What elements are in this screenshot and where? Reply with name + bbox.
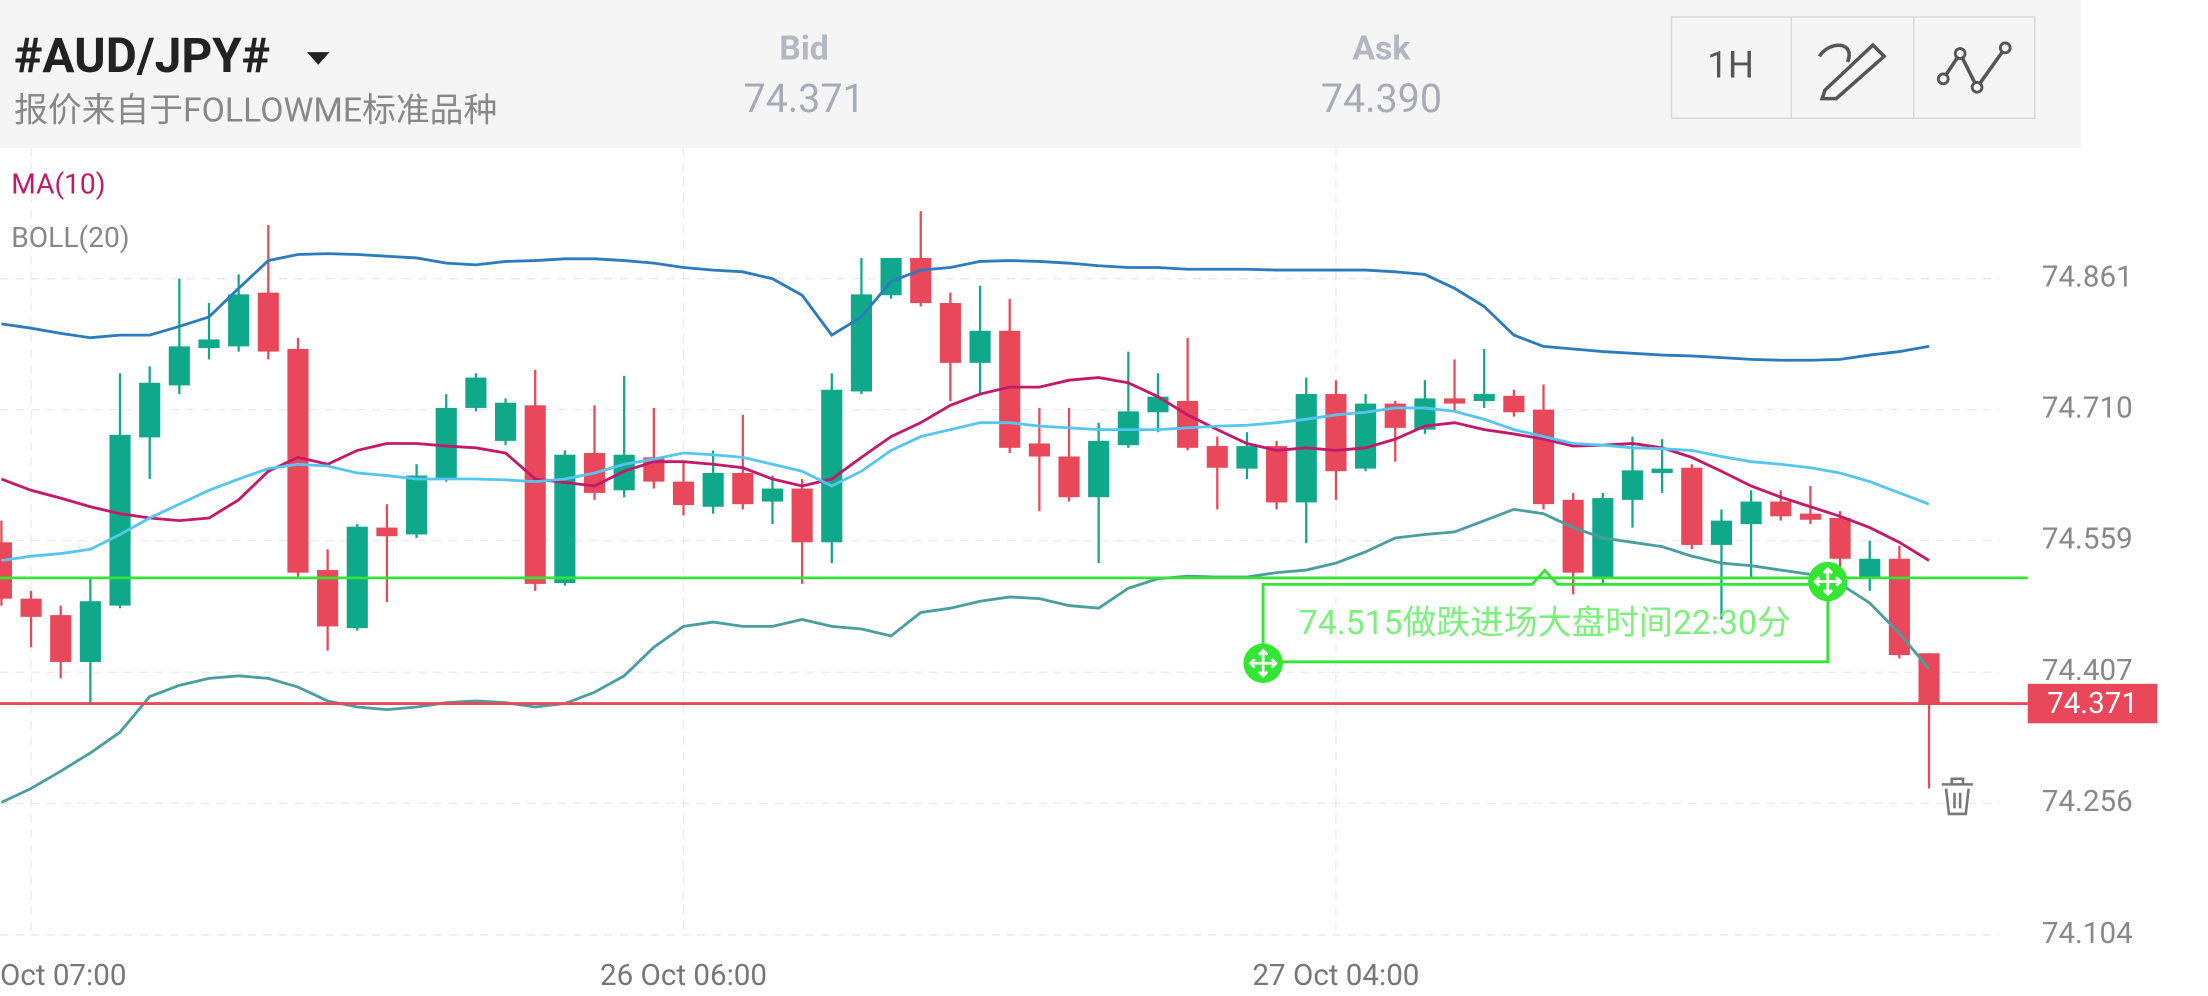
boll-line	[1, 406, 1930, 562]
draw-button[interactable]	[1817, 42, 1887, 101]
candle-body	[406, 475, 428, 535]
drag-arrows	[1248, 648, 1278, 678]
candle-body	[1770, 501, 1792, 517]
candle-body	[494, 402, 517, 441]
x-tick-label: 26 Oct 06:00	[600, 959, 767, 993]
candle-body	[1443, 398, 1466, 404]
ask-label: Ask	[1352, 30, 1411, 69]
trash-icon[interactable]	[1941, 777, 1973, 816]
x-tick-label: 27 Oct 04:00	[1252, 959, 1419, 993]
toolbar: 1H	[1670, 16, 2036, 119]
y-tick-label: 74.256	[2042, 785, 2133, 819]
annotation-box	[1261, 568, 1830, 664]
candle-body	[910, 257, 932, 304]
candle-body	[50, 615, 72, 662]
legend-label: MA(10)	[11, 167, 105, 200]
dropdown-arrow[interactable]	[306, 52, 330, 65]
last-price-label: 74.371	[2047, 687, 2138, 721]
boll-line	[1, 252, 1930, 362]
candle-body	[732, 472, 754, 505]
candle-body	[435, 407, 457, 480]
plot: 74.104 74.256 74.407 74.559 74.710 74.861 Oct …	[0, 147, 2158, 993]
candle-body	[228, 294, 250, 347]
candle-body	[109, 434, 131, 606]
candle-body	[1651, 468, 1673, 473]
candle-body	[1681, 467, 1703, 545]
source: 报价来自于FOLLOWME标准品种	[14, 92, 497, 131]
icon-dot	[1970, 80, 1984, 94]
candle-body	[1088, 440, 1110, 498]
candle-body	[376, 527, 398, 537]
annotation-text: 74.515做跌进场大盘时间22:30分	[1299, 604, 1791, 643]
candle-body	[257, 292, 279, 352]
candle-body	[1236, 446, 1258, 469]
ask-value: 74.390	[1321, 75, 1442, 122]
candle-body	[1147, 396, 1169, 413]
y-tick-label: 74.104	[2042, 917, 2133, 951]
candle-body	[1888, 558, 1910, 656]
last-price-tag	[2027, 683, 2158, 724]
bid-label: Bid	[779, 30, 829, 69]
candle-body	[999, 330, 1021, 448]
candle-body	[287, 348, 309, 573]
candle-body	[821, 389, 843, 543]
candle-body	[1562, 499, 1584, 573]
candle-body	[168, 346, 190, 386]
candle-body	[1206, 446, 1228, 468]
candle-body	[1028, 443, 1050, 457]
line-tool-button[interactable]	[1941, 46, 2007, 91]
drag-arrows	[1813, 566, 1843, 597]
candle-body	[79, 601, 101, 662]
candle-body	[791, 488, 813, 543]
candle-body	[1325, 394, 1347, 472]
candle-body	[1058, 456, 1080, 498]
icon-dot	[1953, 47, 1967, 60]
candle-body	[20, 598, 42, 617]
trash-glyph[interactable]	[1941, 777, 1973, 816]
candle-body	[139, 382, 161, 438]
candle-body	[1918, 653, 1940, 704]
candle-body	[1829, 518, 1851, 559]
y-tick-label: 74.861	[2042, 261, 2133, 295]
boll-line	[0, 507, 1931, 804]
bid-value: 74.371	[743, 75, 864, 122]
legend-label: BOLL(20)	[11, 221, 129, 254]
candle-body	[1859, 558, 1881, 577]
candle-body	[672, 481, 695, 506]
candle-body	[702, 472, 724, 507]
x-tick-label: Oct 07:00	[0, 959, 126, 993]
y-tick-label: 74.710	[2042, 391, 2133, 425]
y-tick-label: 74.559	[2042, 522, 2133, 556]
toolbar-frame	[1670, 16, 2036, 119]
candle-body	[554, 454, 576, 584]
candle-body	[198, 339, 220, 349]
candle-body	[1473, 394, 1495, 401]
y-tick-label: 74.407	[2042, 654, 2133, 688]
candle-body	[317, 570, 339, 627]
candle-body	[939, 303, 961, 363]
candle-body	[1503, 395, 1525, 413]
candle-body	[1710, 520, 1733, 545]
candle-body	[524, 405, 546, 584]
candle-body	[1799, 513, 1821, 520]
candle-body	[761, 488, 784, 502]
candle-body	[1266, 446, 1288, 503]
candle-body	[1414, 398, 1436, 430]
icon-dot	[1936, 72, 1950, 86]
symbol[interactable]: #AUD/JPY#	[14, 28, 270, 84]
candle-body	[1740, 501, 1762, 525]
timeframe-button[interactable]: 1H	[1707, 43, 1754, 86]
candle-body	[0, 542, 12, 599]
candle-body	[465, 377, 487, 408]
candle-body	[1621, 470, 1644, 500]
icon-dot	[1998, 41, 2012, 55]
candle-body	[1532, 409, 1555, 505]
candle-body	[1355, 403, 1377, 469]
candle-body	[1177, 400, 1199, 448]
candle-body	[969, 330, 991, 363]
